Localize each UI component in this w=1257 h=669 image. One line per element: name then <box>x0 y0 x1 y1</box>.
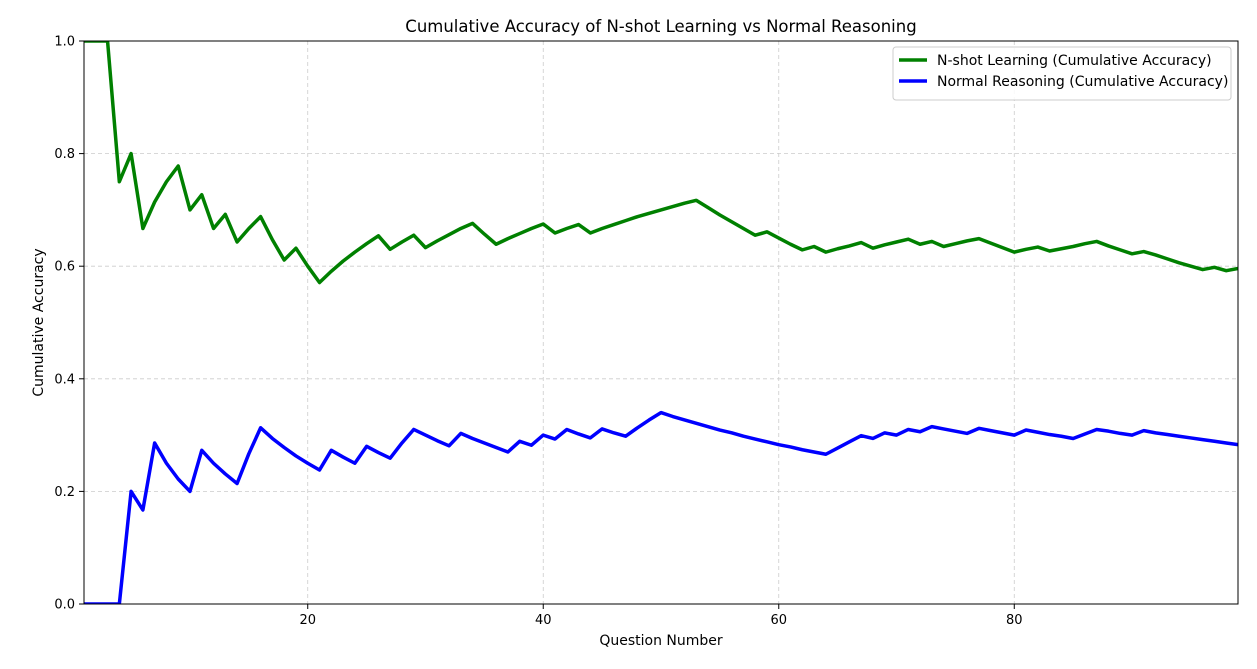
legend-box <box>892 46 1232 101</box>
y-tick-label: 0.8 <box>54 147 75 162</box>
y-tick-label: 0.2 <box>54 485 75 500</box>
x-tick-label: 40 <box>535 613 552 628</box>
y-tick-label: 1.0 <box>54 35 75 50</box>
y-axis-title: Cumulative Accuracy <box>31 248 47 396</box>
plot-frame <box>83 40 1239 605</box>
series-line-normal-reasoning <box>84 410 1238 604</box>
chart-title: Cumulative Accuracy of N-shot Learning v… <box>405 17 916 36</box>
legend-label: N-shot Learning (Cumulative Accuracy) <box>937 53 1212 69</box>
legend-label: Normal Reasoning (Cumulative Accuracy) <box>937 74 1228 90</box>
ticks: 20 40 60 80 0.0 0.2 0.4 0.6 0.8 1.0 <box>54 35 1022 629</box>
x-axis-title: Question Number <box>599 633 723 649</box>
series-layer <box>84 41 1238 604</box>
y-tick-label: 0.4 <box>54 372 75 387</box>
x-tick-label: 60 <box>770 613 787 628</box>
x-tick-label: 80 <box>1006 613 1023 628</box>
y-tick-label: 0.6 <box>54 260 75 275</box>
x-tick-label: 20 <box>299 613 316 628</box>
y-tick-label: 0.0 <box>54 598 75 613</box>
series-line-n-shot <box>84 41 1238 285</box>
grid <box>84 41 1238 604</box>
legend: N-shot Learning (Cumulative Accuracy) Nor… <box>892 46 1232 101</box>
